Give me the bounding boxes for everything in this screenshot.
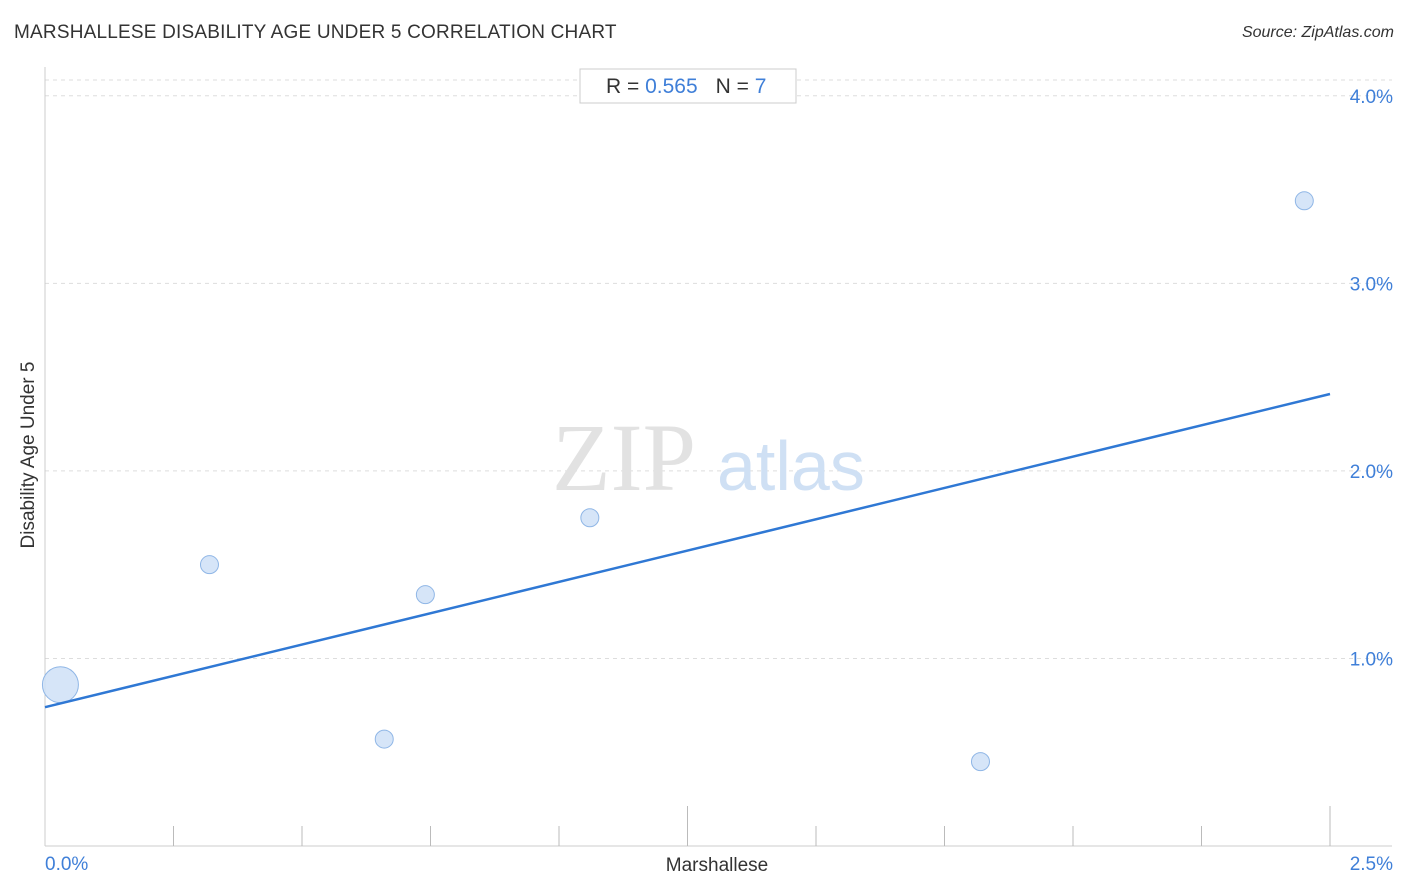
- watermark-zip: ZIP: [552, 404, 696, 511]
- chart-title: MARSHALLESE DISABILITY AGE UNDER 5 CORRE…: [14, 22, 617, 43]
- data-point-1: [199, 555, 219, 575]
- gridlines: [45, 79, 1392, 659]
- data-points: [41, 191, 1314, 772]
- y-tick-label-2: 3.0%: [1350, 274, 1393, 295]
- y-axis-title: Disability Age Under 5: [18, 362, 39, 549]
- data-point-3: [415, 585, 435, 605]
- watermark: ZIP atlas: [552, 404, 865, 511]
- trendline: [44, 392, 1331, 709]
- source-label: Source: ZipAtlas.com: [1241, 24, 1394, 41]
- y-tick-label-3: 4.0%: [1350, 87, 1393, 108]
- stats-text: R = 0.565 N = 7: [606, 75, 766, 98]
- axes: [44, 67, 1392, 847]
- x-tick-label-max: 2.5%: [1350, 854, 1393, 875]
- x-axis-title: Marshallese: [666, 855, 768, 876]
- data-point-0: [41, 666, 79, 704]
- y-tick-labels: 1.0% 2.0% 3.0% 4.0%: [1350, 87, 1393, 671]
- r-label: R =: [606, 75, 645, 98]
- data-point-4: [580, 508, 600, 528]
- r-value: 0.565: [645, 75, 698, 98]
- data-point-2: [374, 729, 394, 749]
- x-tick-label-min: 0.0%: [45, 854, 88, 875]
- y-tick-label-1: 2.0%: [1350, 462, 1393, 483]
- x-ticks: [173, 806, 1331, 846]
- stats-box-frame: [579, 68, 797, 104]
- x-tick-labels: 0.0% 2.5%: [45, 854, 1393, 875]
- stats-box: R = 0.565 N = 7: [579, 68, 797, 104]
- data-point-5: [970, 752, 990, 772]
- y-tick-label-0: 1.0%: [1350, 649, 1393, 670]
- n-label: N =: [716, 75, 755, 98]
- watermark-atlas: atlas: [717, 427, 865, 505]
- data-point-6: [1294, 191, 1314, 211]
- n-value: 7: [755, 75, 767, 98]
